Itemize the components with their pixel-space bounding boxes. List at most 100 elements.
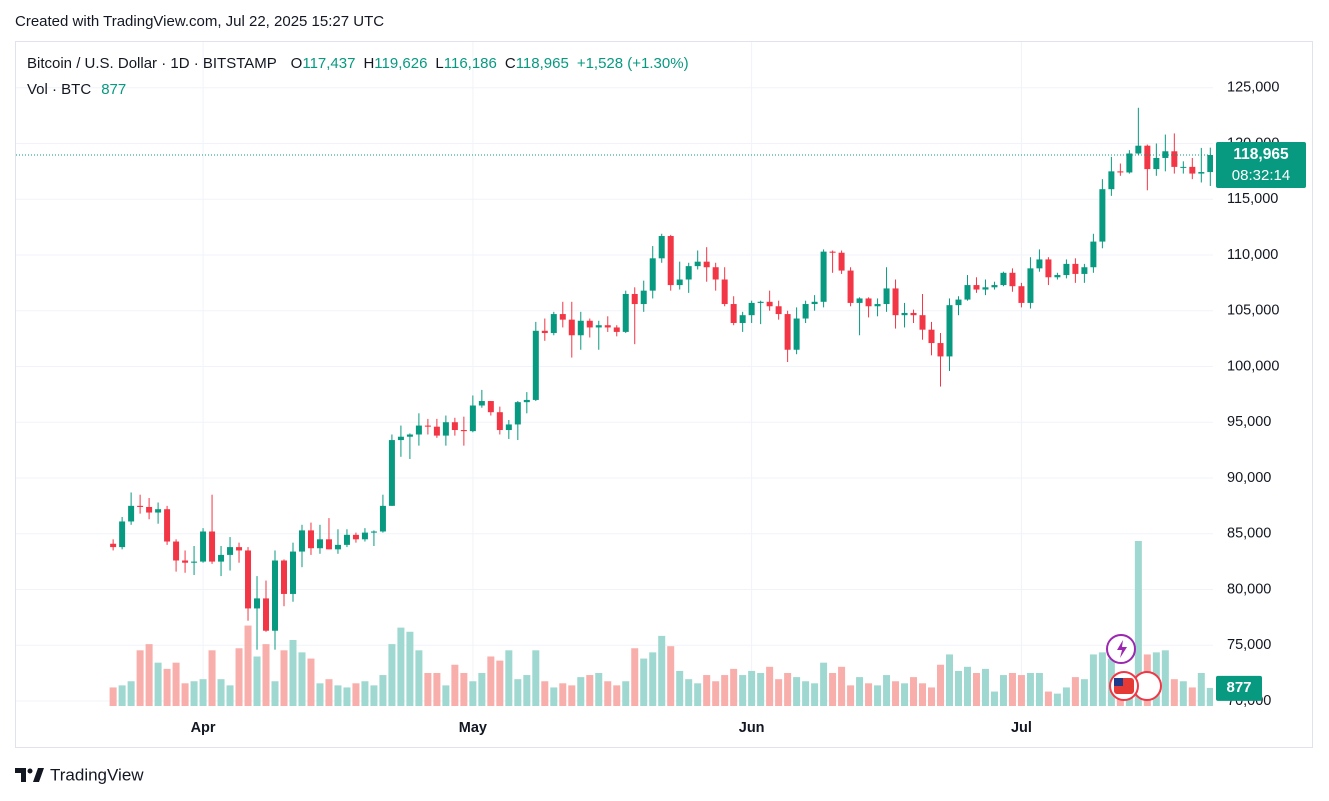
volume-bar <box>775 679 783 706</box>
volume-bar <box>802 681 810 706</box>
price-pane <box>16 107 1213 650</box>
legend-volume: Vol · BTC 877 <box>27 81 126 98</box>
volume-bar <box>766 666 774 706</box>
candle-body <box>164 509 171 542</box>
candle-body <box>721 279 728 305</box>
candle-body <box>316 539 323 549</box>
volume-bar <box>883 675 891 706</box>
volume-bar <box>397 627 405 706</box>
candle-body <box>766 301 773 307</box>
volume-bar <box>820 662 828 706</box>
candle-body <box>406 434 413 437</box>
candle-body <box>1036 259 1043 269</box>
candle-body <box>874 304 881 307</box>
candle-body <box>604 325 611 328</box>
candle-body <box>379 505 386 532</box>
volume-bar <box>739 675 747 706</box>
volume-bar <box>631 648 639 706</box>
volume-bar <box>865 683 873 706</box>
logo-mark <box>15 768 26 782</box>
candle-body <box>1027 268 1034 303</box>
volume-bar <box>352 683 360 706</box>
candle-body <box>910 312 917 316</box>
volume-bar <box>244 625 252 706</box>
candle-body <box>460 430 467 432</box>
candle-body <box>775 306 782 315</box>
legend-ohlc: Bitcoin / U.S. Dollar · 1D · BITSTAMP O1… <box>27 55 689 72</box>
volume-bar <box>613 685 621 706</box>
volume-bar <box>271 681 279 706</box>
candle-body <box>352 534 359 540</box>
volume-bar <box>954 670 962 706</box>
volume-bar <box>874 685 882 706</box>
volume-bar <box>541 681 549 706</box>
volume-bar <box>181 683 189 706</box>
volume-bar <box>568 685 576 706</box>
ohlc-value: 119,626 <box>374 55 427 72</box>
candle-body <box>236 547 243 551</box>
volume-bar <box>658 635 666 706</box>
candle-body <box>1117 171 1124 173</box>
volume-bar <box>1071 677 1079 706</box>
volume-bar <box>622 681 630 706</box>
volume-bar <box>325 679 333 706</box>
y-tick-label: 80,000 <box>1227 581 1271 597</box>
volume-bar <box>451 664 459 706</box>
candle-body <box>1126 153 1133 173</box>
candle-body <box>496 412 503 431</box>
candle-body <box>1063 263 1070 276</box>
candle-body <box>1153 157 1160 170</box>
volume-bar <box>901 683 909 706</box>
volume-bar <box>595 673 603 706</box>
ohlc-key: H <box>363 55 374 72</box>
candle-body <box>263 598 270 631</box>
candle-body <box>370 531 377 533</box>
candle-body <box>991 285 998 288</box>
volume-bar <box>963 666 971 706</box>
volume-bar <box>685 679 693 706</box>
volume-bar <box>945 654 953 706</box>
volume-bar <box>990 691 998 706</box>
candle-body <box>901 312 908 316</box>
volume-bar <box>379 675 387 706</box>
candle-body <box>307 530 314 549</box>
candle-body <box>1135 145 1142 154</box>
candle-body <box>730 304 737 323</box>
volume-bar <box>694 683 702 706</box>
logo-mark <box>27 768 33 774</box>
candle-body <box>1189 166 1196 174</box>
y-tick-label: 100,000 <box>1227 358 1279 374</box>
countdown-label: 08:32:14 <box>1232 167 1290 184</box>
candle-body <box>784 314 791 350</box>
volume-bar <box>586 675 594 706</box>
candle-body <box>640 290 647 305</box>
volume-bar <box>109 687 117 706</box>
candle-body <box>227 547 234 555</box>
volume-tag-label: 877 <box>1226 679 1251 696</box>
ohlc-key: O <box>291 55 303 72</box>
candle-body <box>1000 272 1007 286</box>
volume-bar <box>1026 673 1034 706</box>
candle-body <box>937 343 944 357</box>
candle-body <box>667 236 674 286</box>
ohlc-value: 117,437 <box>302 55 355 72</box>
candle-body <box>793 318 800 350</box>
volume-bar <box>1206 687 1213 706</box>
candle-body <box>577 320 584 336</box>
volume-bar <box>262 644 270 706</box>
volume-bar <box>757 673 765 706</box>
candle-body <box>254 598 261 609</box>
flag <box>1114 678 1123 686</box>
volume-bar <box>361 681 369 706</box>
candle-body <box>424 425 431 427</box>
volume-bar <box>1017 675 1025 706</box>
candle-body <box>550 314 557 334</box>
candle-body <box>559 314 566 320</box>
candle-body <box>128 505 135 522</box>
volume-bar <box>1179 681 1187 706</box>
candle-body <box>397 436 404 441</box>
logo-mark <box>33 768 44 782</box>
candle-body <box>568 319 575 336</box>
candle-body <box>622 293 629 332</box>
